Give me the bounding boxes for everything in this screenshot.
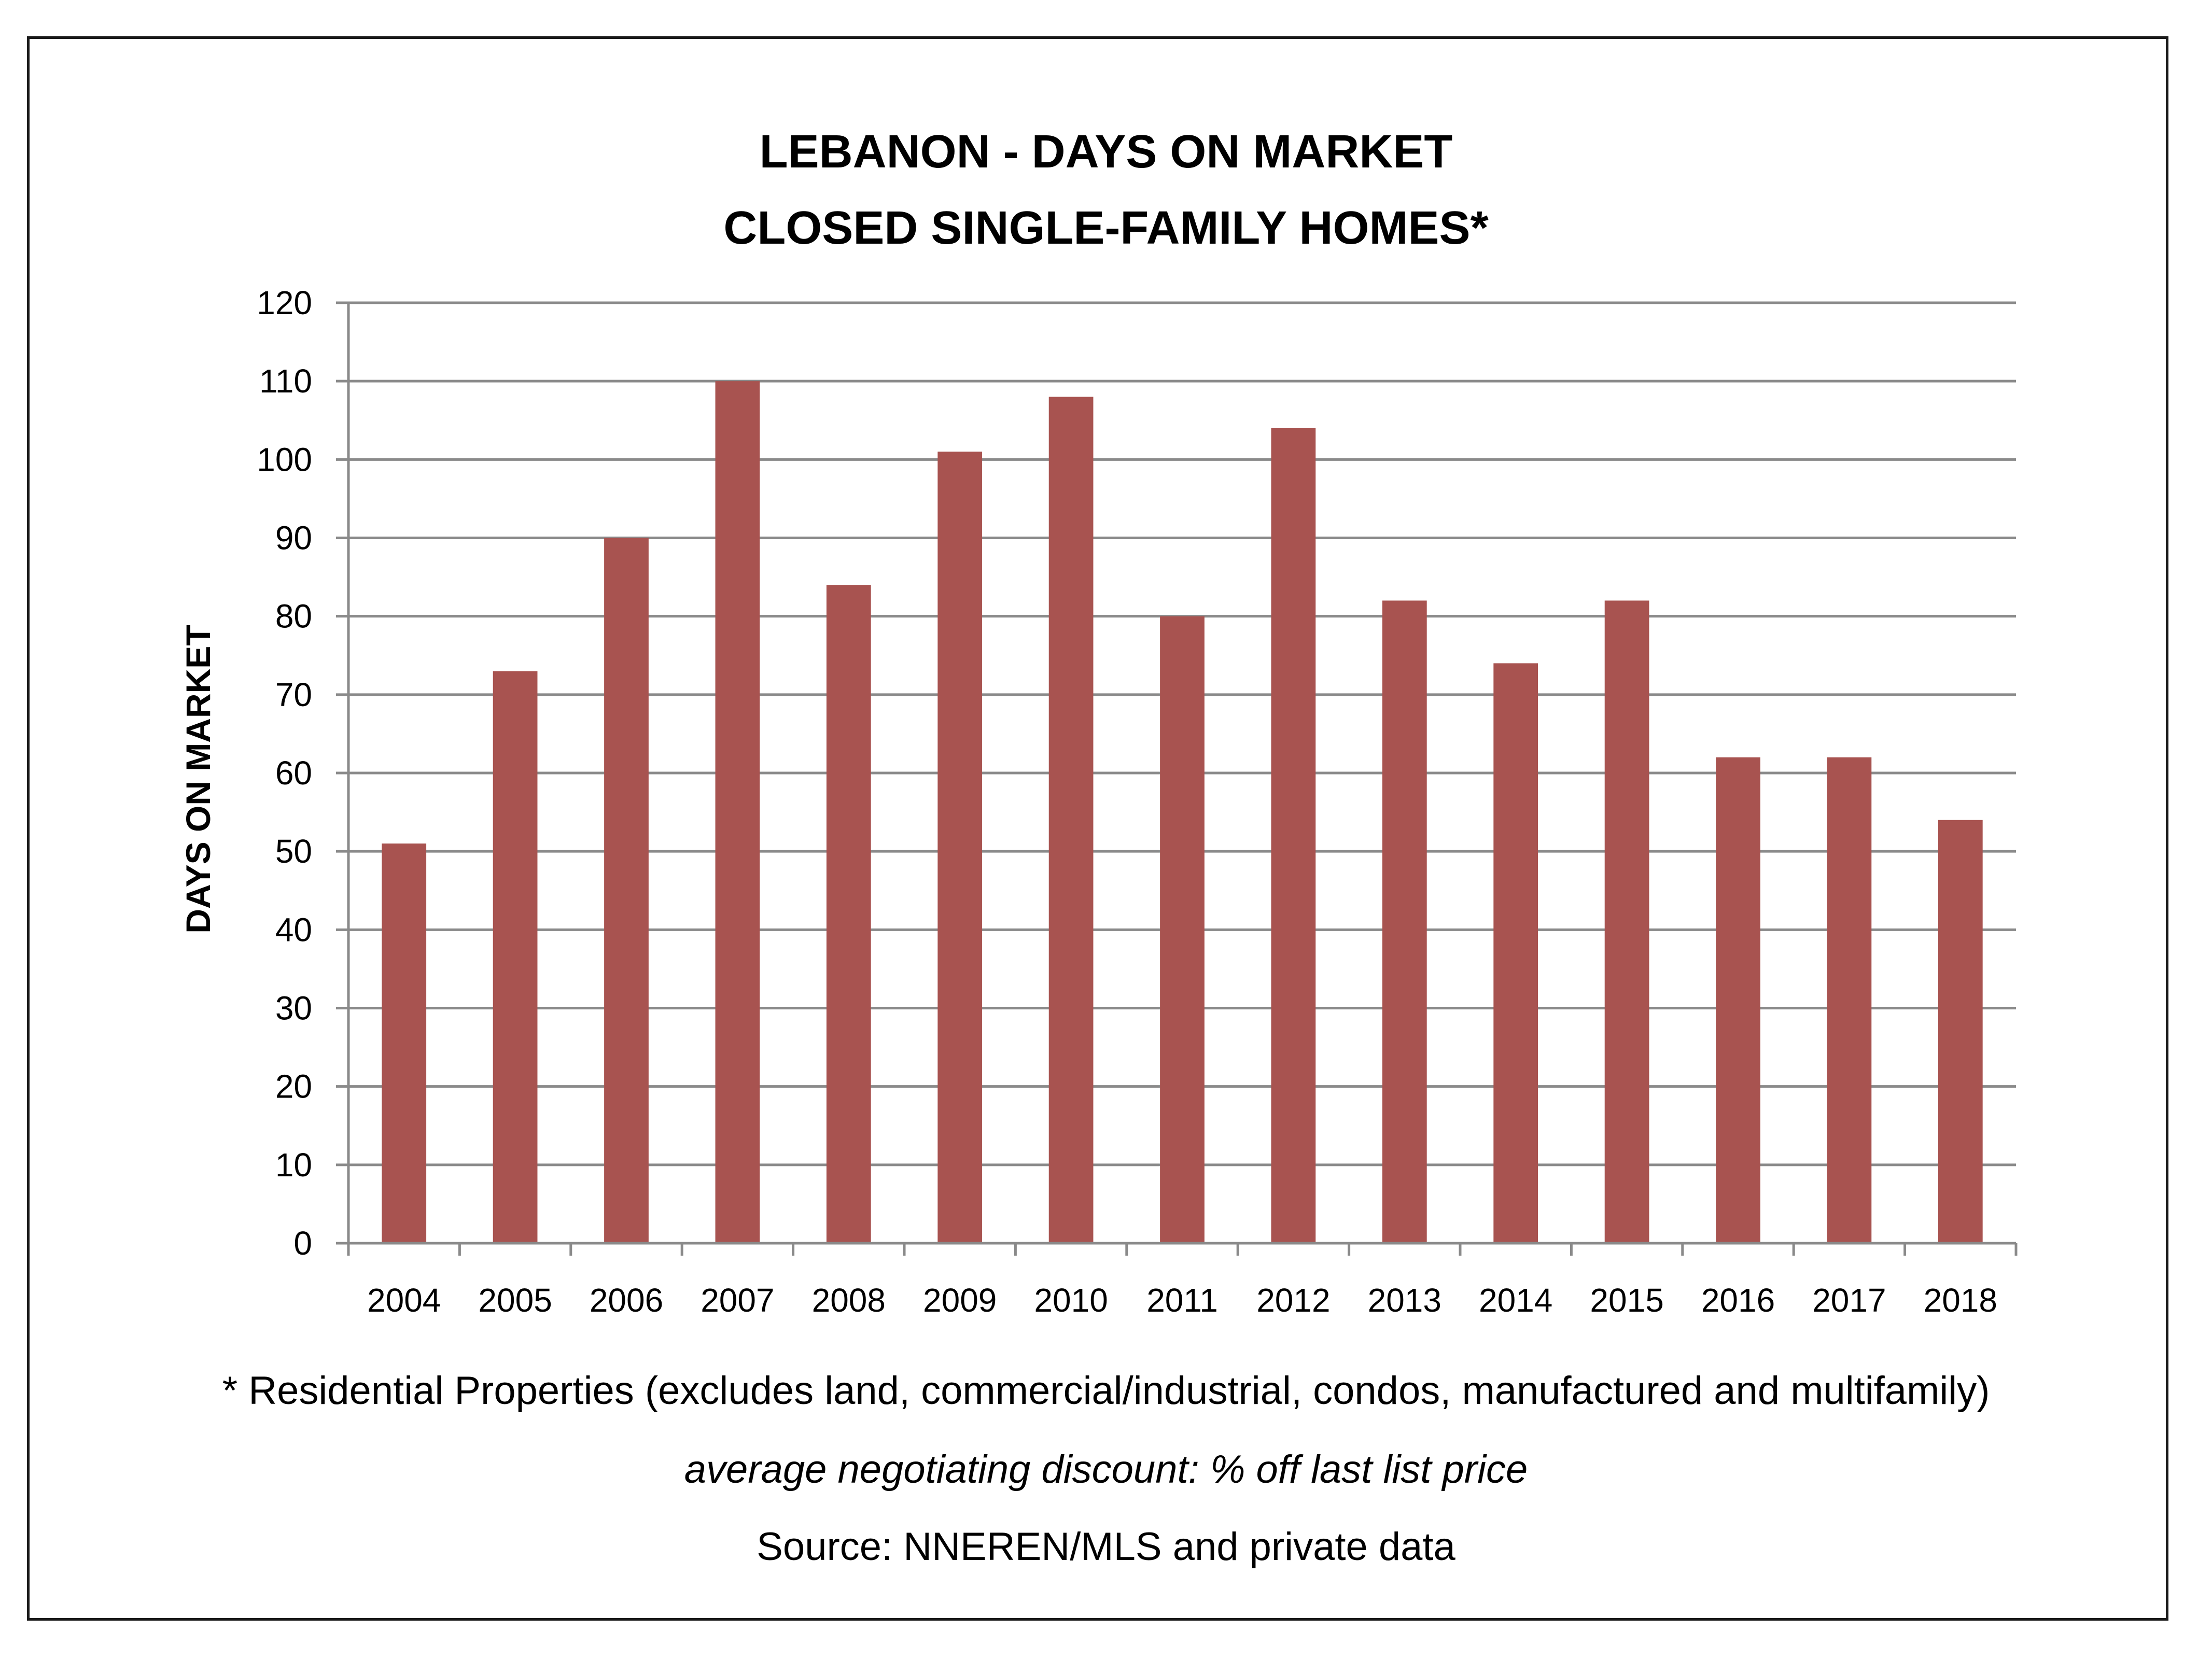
bar-2015 bbox=[1604, 600, 1649, 1243]
x-tick-label: 2017 bbox=[1812, 1282, 1886, 1319]
bar-2014 bbox=[1493, 663, 1538, 1243]
bar-2013 bbox=[1382, 600, 1427, 1243]
footnote-source: Source: NNEREN/MLS and private data bbox=[757, 1525, 1455, 1569]
x-tick-label: 2011 bbox=[1146, 1282, 1218, 1319]
y-tick-label: 100 bbox=[257, 441, 312, 478]
bar-2016 bbox=[1716, 757, 1760, 1243]
chart-title-line2: CLOSED SINGLE-FAMILY HOMES* bbox=[723, 202, 1489, 254]
bar-2004 bbox=[382, 843, 427, 1243]
chart-frame bbox=[27, 36, 2168, 1621]
y-tick-label: 90 bbox=[275, 519, 312, 557]
chart-title-line1: LEBANON - DAYS ON MARKET bbox=[759, 126, 1453, 178]
bar-2012 bbox=[1271, 428, 1316, 1243]
y-tick-label: 20 bbox=[275, 1068, 312, 1105]
x-tick-label: 2015 bbox=[1590, 1282, 1663, 1319]
x-tick-label: 2009 bbox=[923, 1282, 997, 1319]
y-tick-label: 80 bbox=[275, 598, 312, 635]
y-tick-label: 120 bbox=[257, 284, 312, 321]
y-tick-label: 40 bbox=[275, 911, 312, 948]
x-tick-label: 2010 bbox=[1034, 1282, 1108, 1319]
footnote-residential: * Residential Properties (excludes land,… bbox=[222, 1369, 1990, 1413]
y-tick-label: 70 bbox=[275, 676, 312, 713]
y-tick-label: 110 bbox=[259, 362, 312, 400]
x-tick-label: 2018 bbox=[1924, 1282, 1997, 1319]
x-tick-label: 2004 bbox=[367, 1282, 441, 1319]
x-tick-label: 2007 bbox=[701, 1282, 774, 1319]
x-tick-label: 2008 bbox=[812, 1282, 886, 1319]
y-tick-label: 60 bbox=[275, 754, 312, 792]
bar-2009 bbox=[937, 452, 983, 1243]
x-tick-label: 2012 bbox=[1256, 1282, 1330, 1319]
x-tick-label: 2006 bbox=[590, 1282, 663, 1319]
x-tick-label: 2014 bbox=[1479, 1282, 1552, 1319]
bar-2006 bbox=[604, 538, 649, 1243]
x-tick-label: 2013 bbox=[1368, 1282, 1441, 1319]
x-tick-label: 2005 bbox=[478, 1282, 552, 1319]
y-axis-label: DAYS ON MARKET bbox=[179, 625, 217, 933]
bar-2008 bbox=[826, 585, 871, 1243]
bar-2017 bbox=[1827, 757, 1872, 1243]
x-tick-label: 2016 bbox=[1701, 1282, 1775, 1319]
bar-2018 bbox=[1938, 820, 1983, 1243]
bar-2011 bbox=[1160, 616, 1205, 1243]
y-tick-label: 10 bbox=[275, 1146, 312, 1184]
y-tick-label: 0 bbox=[293, 1225, 312, 1262]
bar-2010 bbox=[1048, 397, 1094, 1243]
y-tick-label: 30 bbox=[275, 990, 312, 1027]
y-tick-label: 50 bbox=[275, 833, 312, 870]
bar-chart: 0 10 20 30 40 50 60 70 80 90 100 110 120 2004 2005 2006… bbox=[179, 284, 2018, 1319]
bar-2005 bbox=[493, 671, 538, 1243]
bar-2007 bbox=[715, 381, 760, 1243]
footnote-discount: average negotiating discount: % off last… bbox=[684, 1447, 1528, 1492]
